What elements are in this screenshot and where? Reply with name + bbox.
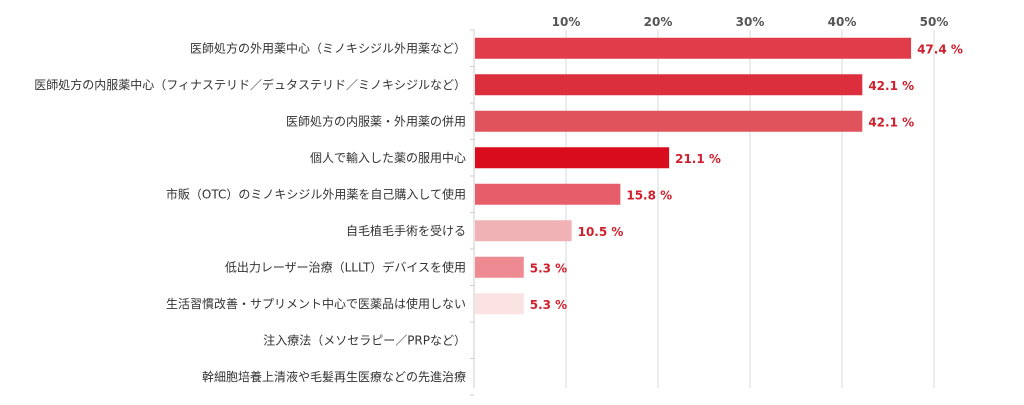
category-label: 幹細胞培養上清液や毛髪再生医療などの先進治療	[202, 369, 466, 384]
bar	[475, 256, 524, 278]
bar	[475, 147, 670, 169]
category-label: 個人で輸入した薬の服用中心	[310, 150, 466, 165]
value-label: 5.3 %	[530, 298, 567, 312]
category-label: 医師処方の内服薬・外用薬の併用	[286, 113, 466, 128]
x-tick-label: 30%	[736, 15, 765, 29]
category-label: 市販（OTC）のミノキシジル外用薬を自己購入して使用	[166, 186, 466, 201]
bar	[475, 293, 524, 315]
category-label: 生活習慣改善・サプリメント中心で医薬品は使用しない	[166, 296, 466, 311]
bar	[475, 37, 912, 59]
value-label: 15.8 %	[626, 188, 672, 202]
category-label: 医師処方の内服薬中心（フィナステリド／デュタステリド／ミノキシジルなど）	[34, 77, 466, 92]
category-label: 自毛植毛手術を受ける	[346, 223, 466, 238]
value-label: 21.1 %	[675, 152, 721, 166]
bar	[475, 183, 621, 205]
bar	[475, 74, 863, 96]
x-tick-label: 40%	[828, 15, 857, 29]
category-label: 医師処方の外用薬中心（ミノキシジル外用薬など）	[190, 40, 466, 55]
value-labels: 47.4 % 42.1 % 42.1 % 21.1 % 15.8 % 10.5 % 5.3 …	[530, 42, 963, 312]
x-tick-label: 50%	[920, 15, 949, 29]
bars	[475, 37, 912, 315]
value-label: 47.4 %	[917, 42, 963, 56]
x-tick-label: 10%	[552, 15, 581, 29]
category-labels: 医師処方の外用薬中心（ミノキシジル外用薬など） 医師処方の内服薬中心（フィナステリ…	[34, 40, 466, 384]
category-label: 低出力レーザー治療（LLLT）デバイスを使用	[225, 259, 466, 274]
bar	[475, 110, 863, 132]
value-label: 42.1 %	[868, 79, 914, 93]
x-tick-label: 20%	[644, 15, 673, 29]
category-label: 注入療法（メソセラピー／PRPなど）	[263, 332, 466, 347]
value-label: 5.3 %	[530, 261, 567, 275]
value-label: 42.1 %	[868, 115, 914, 129]
value-label: 10.5 %	[578, 225, 624, 239]
bar	[475, 220, 572, 242]
x-tick-labels: 10% 20% 30% 40% 50%	[552, 15, 949, 29]
